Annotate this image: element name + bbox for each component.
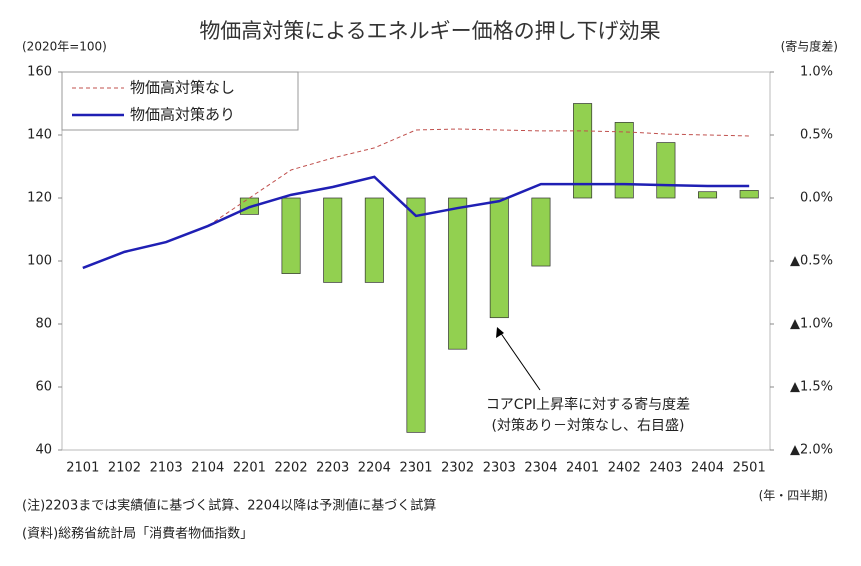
y2-tick-label: ▲0.5% <box>790 254 833 269</box>
x-tick-label: 2403 <box>649 461 682 476</box>
x-tick-label: 2102 <box>108 461 141 476</box>
bar <box>364 197 384 283</box>
x-tick-label: 2104 <box>191 461 224 476</box>
annotation: (対策あり－対策なし、右目盛) <box>492 417 685 434</box>
y2-tick-label: ▲1.0% <box>790 317 833 332</box>
bar <box>406 197 426 433</box>
y-axis-label: (2020年=100) <box>22 40 107 54</box>
x-tick-label: 2201 <box>233 461 266 476</box>
y2-axis-label: (寄与度差) <box>781 39 838 54</box>
x-tick-label: 2301 <box>399 461 432 476</box>
y-tick-label: 60 <box>35 380 52 395</box>
y2-tick-label: 1.0% <box>800 65 833 80</box>
line <box>82 175 750 270</box>
y2-tick-label: ▲1.5% <box>790 380 833 395</box>
bar <box>573 103 593 199</box>
bar <box>656 142 676 199</box>
note: (注)2203までは実績値に基づく試算、2204以降は予測値に基づく試算 <box>22 498 436 514</box>
y2-tick-label: 0.0% <box>800 191 833 206</box>
bar <box>531 197 551 267</box>
note: (資料)総務省統計局「消費者物価指数」 <box>22 526 253 542</box>
y-tick-label: 140 <box>27 128 52 143</box>
x-tick-label: 2404 <box>691 461 724 476</box>
x-tick-label: 2103 <box>150 461 183 476</box>
annotation-arrowhead <box>496 327 504 338</box>
x-tick-label: 2203 <box>316 461 349 476</box>
bar <box>739 190 759 199</box>
x-tick-label: 2202 <box>275 461 308 476</box>
bar <box>698 191 718 199</box>
annotation: コアCPI上昇率に対する寄与度差 <box>486 396 690 413</box>
y-tick-label: 160 <box>27 65 52 80</box>
bar <box>281 197 301 274</box>
y-tick-label: 120 <box>27 191 52 206</box>
legend-label: 物価高対策あり <box>130 106 235 124</box>
legend <box>61 71 299 131</box>
legend-label: 物価高対策なし <box>130 79 235 97</box>
x-tick-label: 2101 <box>66 461 99 476</box>
x-tick-label: 2303 <box>483 461 516 476</box>
x-tick-label: 2401 <box>566 461 599 476</box>
bar <box>489 197 509 319</box>
annotation-arrow <box>499 331 541 391</box>
y2-tick-label: ▲2.0% <box>790 443 833 458</box>
x-tick-label: 2501 <box>733 461 766 476</box>
x-tick-label: 2304 <box>524 461 557 476</box>
x-tick-label: 2402 <box>608 461 641 476</box>
y2-tick-label: 0.5% <box>800 128 833 143</box>
y-tick-label: 40 <box>35 443 52 458</box>
y-tick-label: 100 <box>27 254 52 269</box>
x-axis-label: (年・四半期) <box>759 489 828 503</box>
bar <box>614 122 634 199</box>
x-tick-label: 2204 <box>358 461 391 476</box>
bar <box>323 197 343 283</box>
chart-title: 物価高対策によるエネルギー価格の押し下げ効果 <box>199 19 660 43</box>
bar <box>448 197 468 350</box>
x-tick-label: 2302 <box>441 461 474 476</box>
y-tick-label: 80 <box>35 317 52 332</box>
